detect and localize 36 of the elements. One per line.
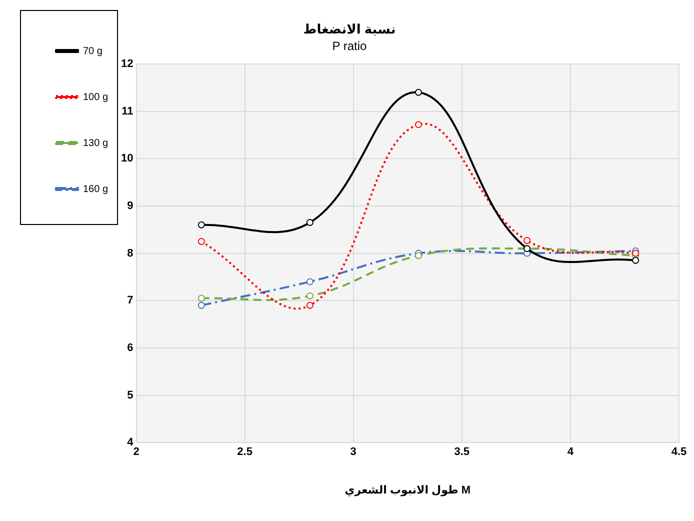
legend-label: 70 g — [83, 46, 102, 57]
point — [414, 121, 422, 128]
y-tick-label: 11 — [122, 105, 134, 118]
y-tick-label: 6 — [127, 342, 134, 354]
point — [198, 302, 205, 309]
x-tick-label: 2 — [133, 446, 140, 458]
point — [306, 292, 314, 300]
point — [414, 88, 422, 96]
legend-label: 160 g — [83, 184, 108, 195]
point — [306, 278, 314, 286]
point — [632, 250, 640, 257]
y-tick-label: 10 — [121, 152, 134, 165]
y-tick-label: 5 — [127, 389, 134, 402]
point — [198, 294, 205, 302]
chart-title: نسبة الانضغاط — [303, 21, 396, 36]
legend-label: 100 g — [83, 92, 108, 103]
x-tick-label: 2.5 — [237, 446, 252, 458]
point — [524, 237, 531, 244]
point — [632, 256, 640, 264]
x-tick-label: 4.5 — [671, 446, 687, 458]
y-tick-label: 8 — [127, 247, 134, 260]
legend-label: 130 g — [83, 138, 108, 149]
x-tick-label: 3.5 — [454, 446, 470, 458]
x-axis-title: طول الانبوب الشعري M — [344, 484, 471, 496]
point — [198, 221, 205, 228]
x-tick-label: 4 — [567, 446, 574, 458]
point — [198, 238, 205, 245]
chart-subtitle: P ratio — [332, 39, 368, 54]
x-tick-label: 3 — [350, 446, 356, 458]
point — [306, 219, 314, 226]
y-tick-label: 7 — [127, 294, 134, 307]
point — [306, 302, 314, 309]
y-tick-label: 9 — [127, 200, 134, 212]
y-tick-label: 12 — [121, 58, 134, 70]
point — [414, 252, 422, 260]
y-tick-label: 4 — [127, 436, 134, 449]
